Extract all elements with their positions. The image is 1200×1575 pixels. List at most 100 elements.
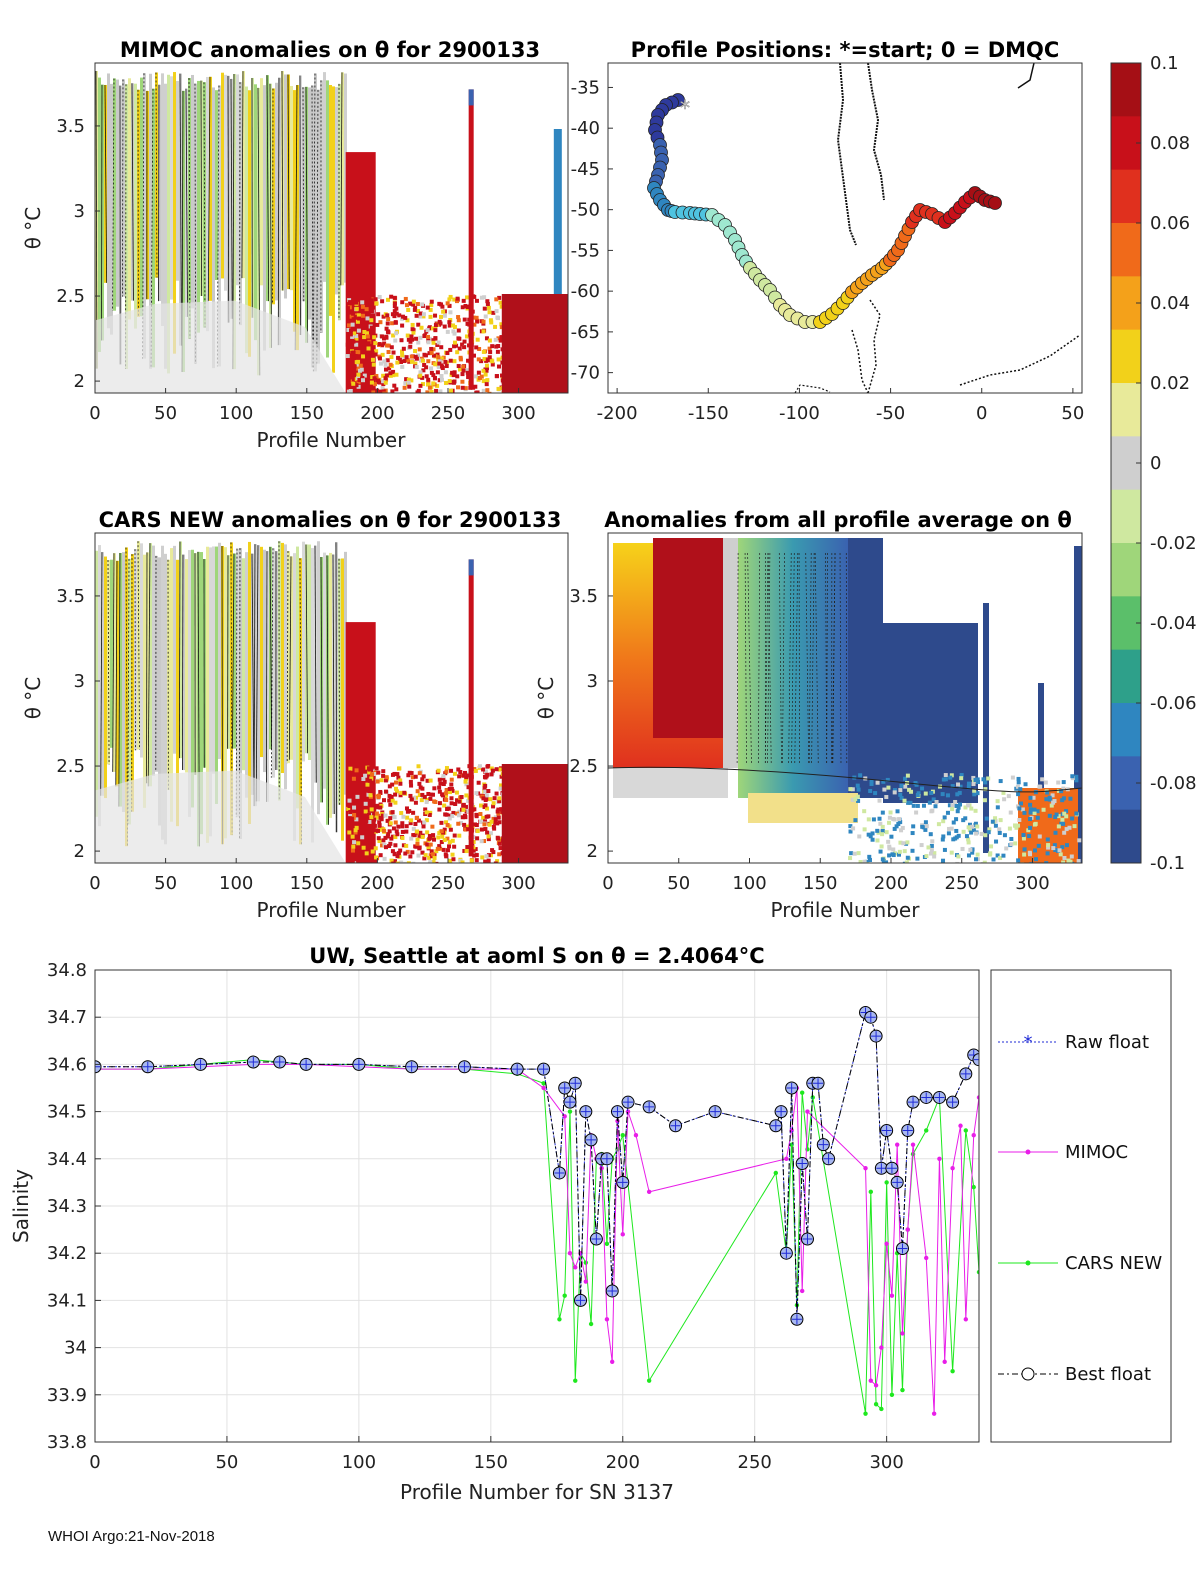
cars-title: CARS NEW anomalies on θ for 2900133: [99, 508, 562, 532]
best-float-marker: [822, 1152, 836, 1166]
y-tick-label: 2: [74, 841, 85, 862]
colorbar-tick-label: 0.06: [1150, 213, 1190, 234]
legend-items: * Raw float MIMOC CARS NEW Best float: [998, 1032, 1162, 1385]
mimoc-marker: [937, 1156, 942, 1162]
colorbar-swatch: [1111, 543, 1141, 597]
hot-core: [653, 538, 723, 738]
positions-ticks: -200 -150 -100 -50 0 50 -35 -40 -45 -50 -55 -60 -65 -…: [571, 77, 1085, 424]
best-float-marker: [869, 1029, 883, 1043]
y-tick-label: 2: [587, 841, 598, 862]
best-float-marker: [600, 1152, 614, 1166]
colorbar-tick-label: -0.1: [1150, 853, 1185, 874]
best-float-marker: [885, 1161, 899, 1175]
mimoc-marker: [900, 1331, 905, 1336]
mimoc-marker: [963, 1317, 969, 1322]
mimoc-axes-box: [94, 62, 569, 394]
x-tick-label: 200: [606, 1452, 640, 1473]
mimoc-ticks: 0 50 100 150 200 250 300 3.5 3 2.5 2: [56, 116, 535, 424]
positions-panel: * Profile Positions: *=start; 0 = DMQC -…: [571, 38, 1085, 424]
coastline-south-america: [836, 63, 885, 246]
y-tick-label: -65: [571, 322, 600, 343]
cars-new-marker: [963, 1128, 969, 1133]
y-tick-label: 34.4: [47, 1149, 87, 1170]
best-float-marker: [621, 1095, 635, 1109]
mimoc-marker: [573, 1265, 578, 1270]
best-float-marker: [141, 1060, 155, 1074]
mimoc-marker: [562, 1114, 567, 1119]
avg-ylabel: θ °C: [534, 677, 558, 720]
mimoc-marker: [805, 1109, 810, 1114]
track-point: [988, 196, 1002, 210]
cool-block: [738, 538, 848, 798]
salinity-series: ****************************************…: [95, 1005, 979, 1416]
best-float-marker: [785, 1081, 799, 1095]
x-tick-label: 0: [89, 403, 100, 424]
y-tick-label: 34.2: [47, 1243, 87, 1264]
mimoc-marker: [567, 1251, 573, 1256]
coastline-africa: [1017, 63, 1035, 89]
best-float-marker: [642, 1100, 656, 1114]
cars-new-marker: [541, 1081, 546, 1086]
best-float-marker: [972, 1053, 979, 1067]
mimoc-marker: [971, 1133, 976, 1138]
y-tick-label: 33.8: [47, 1432, 87, 1453]
colorbar-swatch: [1111, 703, 1141, 757]
y-tick-label: 34.5: [47, 1102, 87, 1123]
x-tick-label: 0: [602, 873, 613, 894]
avg-heatmap: [608, 538, 1082, 863]
colorbar-tick-label: 0.08: [1150, 133, 1190, 154]
mimoc-marker: [800, 1288, 805, 1294]
x-tick-label: 250: [945, 873, 979, 894]
y-tick-label: -40: [571, 118, 600, 139]
chart-xlabel: Profile Number for SN 3137: [400, 1480, 674, 1504]
cars-axes-box: [94, 532, 569, 864]
mimoc-marker: [633, 1133, 639, 1138]
mimoc-marker: [541, 1085, 546, 1091]
mimoc-marker: [924, 1255, 929, 1261]
colorbar-swatch: [1111, 63, 1141, 117]
x-tick-label: -150: [688, 403, 729, 424]
cars-new-marker: [620, 1133, 625, 1138]
best-float-marker: [864, 1010, 878, 1024]
legend-label: CARS NEW: [1065, 1253, 1162, 1274]
cars-ticks: 0 50 100 150 200 250 300 3.5 3 2.5 2: [56, 586, 535, 894]
y-tick-label: -45: [571, 159, 600, 180]
cars-new-marker: [924, 1128, 929, 1133]
mimoc-panel: MIMOC anomalies on θ for 2900133 Profile…: [21, 38, 569, 452]
colorbar-tick-label: -0.04: [1150, 613, 1197, 634]
x-tick-label: 150: [290, 403, 324, 424]
best-float-marker: [299, 1057, 313, 1071]
mimoc-marker: [868, 1378, 874, 1383]
mimoc-marker: [646, 1189, 652, 1195]
positions-axes-box: [607, 62, 1083, 394]
mimoc-marker: [610, 1359, 615, 1364]
cars-new-marker: [567, 1109, 573, 1114]
y-tick-label: 2.5: [569, 756, 598, 777]
best-float-marker: [352, 1057, 366, 1071]
best-float-marker: [790, 1312, 804, 1326]
x-tick-label: 0: [89, 1452, 100, 1473]
x-tick-label: 150: [474, 1452, 508, 1473]
best-float-marker: [510, 1062, 524, 1076]
y-tick-label: -50: [571, 200, 600, 221]
coastlines: [794, 63, 1081, 393]
coastline-antarctic-peninsula: [851, 299, 881, 393]
legend-item: * Raw float: [998, 1032, 1149, 1053]
best-float-marker: [669, 1119, 683, 1133]
best-float-marker: [558, 1081, 572, 1095]
colorbar-swatch: [1111, 649, 1141, 704]
asterisk-icon: *: [1024, 1032, 1033, 1053]
mimoc-marker: [863, 1166, 868, 1171]
avg-title: Anomalies from all profile average on θ: [604, 508, 1072, 532]
best-float-marker: [880, 1123, 894, 1137]
x-tick-label: 100: [732, 873, 766, 894]
cars-new-marker: [971, 1184, 976, 1190]
y-tick-label: 3.5: [569, 586, 598, 607]
best-float-marker: [552, 1166, 566, 1180]
best-float-marker: [610, 1105, 624, 1119]
mimoc-marker: [910, 1142, 916, 1147]
y-tick-label: -60: [571, 281, 600, 302]
best-float-marker: [568, 1076, 582, 1090]
x-tick-label: 50: [154, 873, 177, 894]
mimoc-ylabel: θ °C: [21, 207, 45, 250]
